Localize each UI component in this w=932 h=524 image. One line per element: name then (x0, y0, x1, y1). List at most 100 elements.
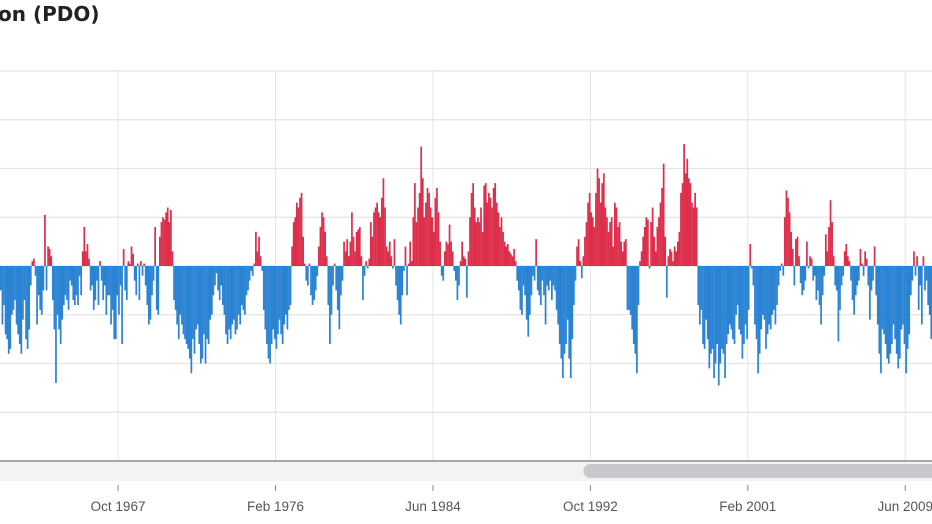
bar-negative (234, 266, 237, 335)
bar-negative (110, 266, 112, 325)
bar-negative (341, 266, 344, 281)
bar-positive (609, 222, 611, 267)
bar-positive (409, 241, 412, 267)
bar-negative (842, 266, 844, 276)
bar-negative (201, 266, 204, 359)
bar-negative (198, 266, 201, 344)
bar-negative (565, 266, 567, 344)
bar-negative (878, 266, 881, 354)
bar-negative (362, 266, 364, 301)
bar-positive (596, 168, 599, 266)
bar-negative (114, 266, 117, 340)
bar-negative (727, 266, 730, 335)
bar-positive (294, 217, 297, 266)
bar-positive (604, 207, 607, 266)
bar-positive (672, 261, 674, 267)
bar-negative (306, 266, 309, 286)
bar-negative (15, 266, 18, 325)
bar-positive (322, 217, 325, 266)
bar-positive (426, 188, 429, 266)
bar-negative (188, 266, 191, 359)
bar-negative (77, 266, 79, 305)
bar-positive (300, 192, 303, 267)
bar-negative (7, 266, 10, 354)
bar-negative (746, 266, 748, 340)
x-tick-label: Oct 1967 (91, 499, 146, 514)
bar-positive (129, 263, 131, 266)
bar-negative (105, 266, 108, 315)
bar-positive (826, 251, 829, 267)
bar-positive (595, 192, 597, 267)
bar-negative (39, 266, 42, 310)
bar-positive (577, 239, 580, 266)
bar-negative (527, 266, 530, 337)
bar-negative (28, 266, 31, 330)
bar-positive (349, 241, 352, 267)
bar-negative (880, 266, 882, 374)
bar-positive (81, 251, 84, 267)
bar-positive (489, 197, 492, 266)
bar-negative (544, 266, 547, 325)
bar-negative (264, 266, 267, 330)
bar-negative (203, 266, 205, 335)
navigator-scrollbar-thumb[interactable] (583, 464, 932, 478)
bar-negative (697, 266, 700, 305)
bar-negative (121, 266, 123, 344)
bar-positive (659, 202, 662, 267)
bar-negative (711, 266, 714, 349)
bar-negative (562, 266, 564, 379)
bar-negative (237, 266, 240, 315)
bar-positive (511, 256, 514, 266)
bar-positive (791, 248, 794, 266)
bar-negative (636, 266, 638, 374)
bar-positive (414, 183, 416, 267)
bar-negative (244, 266, 246, 315)
bar-positive (354, 251, 356, 267)
bar-positive (303, 263, 306, 266)
bar-negative (858, 266, 860, 281)
range-navigator[interactable] (0, 460, 932, 481)
x-tick-label: Oct 1992 (563, 499, 618, 514)
bar-positive (166, 207, 169, 266)
bar-positive (590, 212, 593, 267)
bar-positive (502, 231, 504, 267)
bar-positive (302, 236, 304, 266)
bar-negative (710, 266, 712, 354)
bar-negative (760, 266, 763, 330)
bar-positive (687, 178, 690, 266)
bar-negative (802, 266, 805, 291)
bar-positive (848, 261, 851, 267)
bar-positive (154, 227, 156, 266)
bar-negative (905, 266, 907, 374)
bar-negative (96, 266, 98, 281)
bar-positive (365, 261, 367, 267)
bar-positive (259, 256, 262, 266)
bar-negative (233, 266, 235, 320)
bar-negative (908, 266, 911, 335)
bar-positive (864, 251, 867, 267)
bar-positive (824, 234, 827, 266)
bar-positive (584, 236, 586, 266)
bar-positive (407, 263, 410, 266)
bar-positive (916, 256, 918, 266)
bar-negative (517, 266, 520, 291)
bar-positive (873, 246, 876, 266)
bar-negative (9, 266, 12, 349)
bar-negative (240, 266, 243, 305)
bar-positive (623, 241, 626, 267)
bar-positive (346, 239, 349, 266)
bar-negative (157, 266, 160, 315)
bar-negative (4, 266, 7, 335)
bar-negative (135, 266, 138, 296)
bar-positive (355, 231, 358, 267)
bar-positive (130, 246, 133, 266)
bar-negative (881, 266, 884, 330)
bar-positive (308, 263, 311, 266)
bar-positive (481, 231, 484, 267)
bar-negative (192, 266, 194, 340)
bar-positive (421, 178, 424, 266)
bar-negative (207, 266, 210, 344)
bar-positive (431, 217, 434, 266)
bar-positive (798, 256, 800, 266)
